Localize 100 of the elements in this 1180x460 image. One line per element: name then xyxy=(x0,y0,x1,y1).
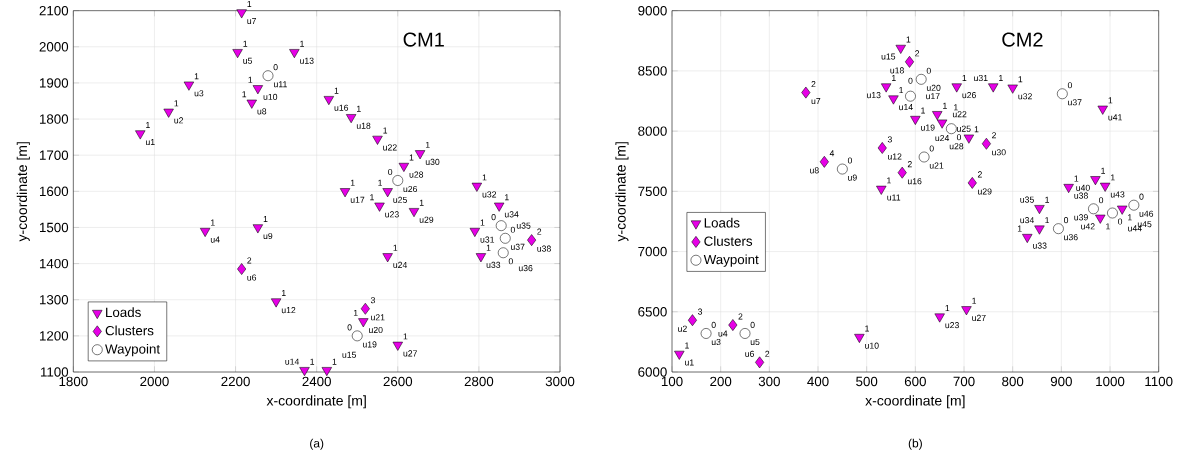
annotation: 1 xyxy=(954,104,958,111)
annotation: u9 xyxy=(263,232,273,240)
annotation: 1 xyxy=(378,179,383,186)
annotation: u35 xyxy=(516,222,531,229)
annotation: u2 xyxy=(174,117,184,124)
annotation: 1 xyxy=(1017,225,1022,232)
annotation: 1 xyxy=(1101,167,1106,174)
annotation: 1 xyxy=(403,333,408,340)
point xyxy=(1097,105,1108,115)
x-tick-label: 600 xyxy=(904,376,926,387)
annotation: u19 xyxy=(362,341,377,348)
annotation: u32 xyxy=(482,191,497,198)
point xyxy=(951,83,962,93)
annotation: u28 xyxy=(949,143,964,150)
annotation: u25 xyxy=(393,196,407,203)
annotation: 1 xyxy=(1018,76,1023,83)
y-tick-label: 2100 xyxy=(39,5,69,16)
annotation: u11 xyxy=(887,194,901,201)
annotation: 1 xyxy=(174,100,179,107)
annotation: u3 xyxy=(194,90,204,97)
annotation: 0 xyxy=(956,134,962,141)
point xyxy=(1117,205,1128,215)
annotation: 1 xyxy=(1108,97,1113,104)
annotation: 0 xyxy=(388,168,393,176)
y-tick-label: 2000 xyxy=(39,42,69,52)
annotation: 1 xyxy=(892,75,896,81)
annotation: u28 xyxy=(409,171,424,178)
annotation: u13 xyxy=(867,92,881,99)
annotation: 1 xyxy=(887,177,891,184)
annotation: 3 xyxy=(697,308,703,315)
annotation: 0 xyxy=(711,321,716,328)
annotation: 0 xyxy=(1099,197,1104,204)
annotation: 2 xyxy=(992,132,996,139)
point xyxy=(262,70,274,82)
x-tick-label: 1100 xyxy=(1145,376,1173,387)
y-tick-label: 1100 xyxy=(40,367,69,377)
annotation: 0 xyxy=(847,157,853,164)
point xyxy=(918,151,930,163)
annotation: 0 xyxy=(273,64,278,71)
point xyxy=(915,73,927,85)
annotation: 2 xyxy=(765,350,770,357)
point xyxy=(1088,203,1099,215)
annotation: u15 xyxy=(881,53,896,60)
point xyxy=(246,99,257,109)
point xyxy=(819,155,829,168)
annotation: u17 xyxy=(926,93,940,100)
x-tick-label: 400 xyxy=(807,376,829,387)
annotation: u32 xyxy=(1018,93,1032,100)
point xyxy=(360,302,370,315)
point xyxy=(372,135,383,145)
annotation: 1 xyxy=(1128,214,1132,221)
annotation: 1 xyxy=(334,87,339,94)
annotation: 1 xyxy=(486,244,491,251)
y-tick-label: 1600 xyxy=(39,186,69,197)
annotation: 4 xyxy=(829,150,835,157)
point xyxy=(934,313,945,323)
annotation: u19 xyxy=(921,124,935,131)
point xyxy=(183,81,195,91)
annotation: 1 xyxy=(310,358,315,365)
annotation: 2 xyxy=(915,50,920,57)
point xyxy=(981,137,991,150)
annotation: 1 xyxy=(263,215,268,222)
point xyxy=(358,318,369,328)
point xyxy=(270,298,282,308)
point xyxy=(946,123,957,135)
annotation: u7 xyxy=(811,98,821,105)
annotation: u3 xyxy=(711,338,721,346)
x-tick-label: 900 xyxy=(1050,376,1072,387)
y-tick-label: 8000 xyxy=(638,126,667,136)
y-tick-label: 7000 xyxy=(638,246,667,257)
annotation: u23 xyxy=(945,322,959,329)
point xyxy=(494,202,505,212)
annotation: u36 xyxy=(1064,234,1078,241)
annotation: u8 xyxy=(257,108,267,115)
point xyxy=(392,341,403,351)
point xyxy=(374,202,385,212)
x-tick-label: 1800 xyxy=(59,376,88,387)
point xyxy=(339,188,351,198)
legend-label: Waypoint xyxy=(105,343,160,357)
y-tick-label: 7500 xyxy=(638,186,667,197)
annotation: u42 xyxy=(1081,223,1095,230)
point xyxy=(289,49,300,59)
y-tick-label: 1700 xyxy=(39,150,69,160)
annotation: u17 xyxy=(350,196,365,203)
annotation: u34 xyxy=(1020,217,1034,224)
annotation: 1 xyxy=(281,290,286,296)
annotation: 1 xyxy=(480,219,485,226)
annotation: u25 xyxy=(957,125,971,132)
annotation: 1 xyxy=(945,305,950,312)
point xyxy=(700,328,712,339)
point xyxy=(299,367,310,377)
annotation: u33 xyxy=(1033,242,1047,249)
point xyxy=(1022,234,1033,243)
point xyxy=(937,119,948,129)
annotation: 1 xyxy=(1074,175,1079,182)
annotation: u40 xyxy=(1076,184,1090,191)
x-tick-label: 300 xyxy=(758,376,780,387)
annotation: u6 xyxy=(745,350,755,357)
x-tick-label: 500 xyxy=(856,376,878,387)
point xyxy=(905,90,916,102)
